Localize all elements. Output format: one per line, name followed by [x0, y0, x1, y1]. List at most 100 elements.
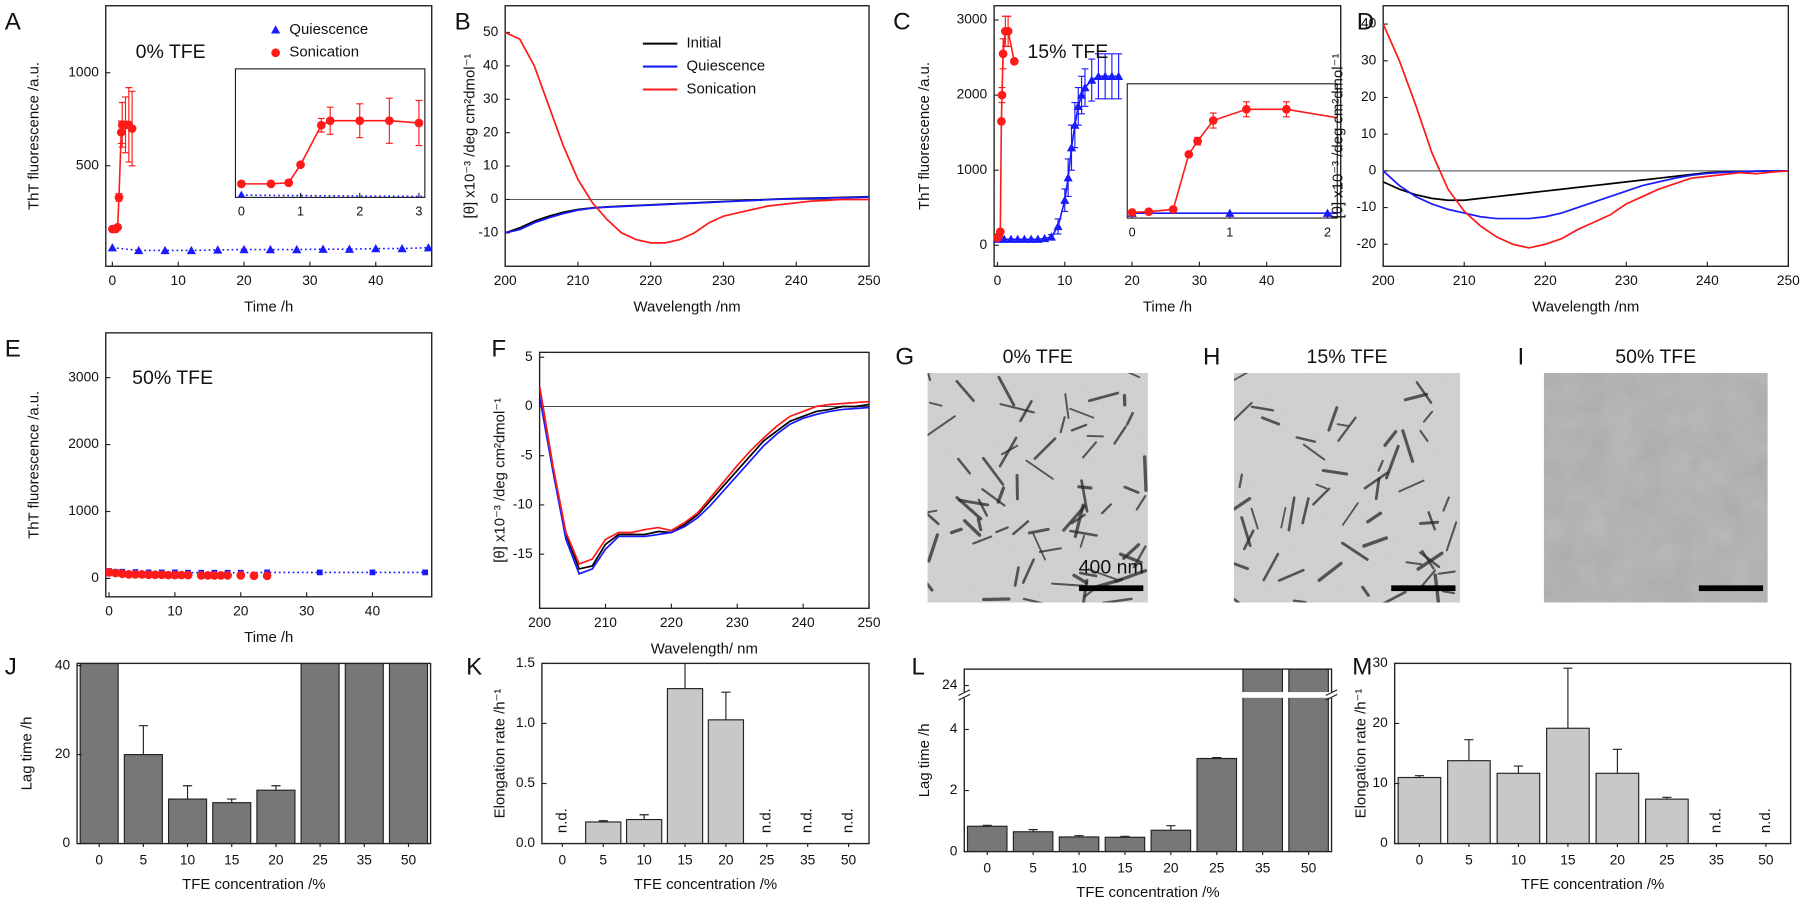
fibril: [1078, 571, 1098, 578]
y-axis-label: ThT fluorescence /a.u.: [26, 391, 43, 539]
y-tick-label: 0.0: [516, 835, 535, 850]
data-point: [1053, 221, 1063, 231]
fibril: [981, 456, 1005, 486]
data-point: [371, 244, 381, 253]
fibril: [1280, 506, 1287, 529]
fibril: [1064, 393, 1070, 420]
bar: [123, 754, 163, 844]
fibril: [1341, 502, 1359, 526]
y-axis-label: ThT fluorescence /a.u.: [916, 62, 933, 210]
y-tick-label: 10: [483, 158, 499, 173]
data-point: [134, 245, 144, 255]
fibril: [1086, 435, 1104, 438]
plot-frame: [504, 5, 870, 267]
bar: [79, 663, 119, 844]
fibril: [1403, 392, 1429, 402]
x-tick-label: 0: [95, 852, 103, 867]
fibril: [927, 533, 940, 563]
data-point: [113, 222, 122, 232]
series-line: [539, 386, 870, 566]
y-axis-label: Lag time /h: [19, 717, 36, 791]
fibril: [1315, 483, 1328, 490]
data-point: [237, 190, 246, 198]
y-tick-label: 1000: [957, 162, 988, 177]
data-point: [1421, 209, 1430, 217]
fibril: [1422, 410, 1434, 423]
data-point: [414, 118, 424, 128]
x-tick-label: 0: [1416, 852, 1424, 867]
fibril: [972, 535, 993, 545]
panel-annotation: 15% TFE: [1027, 41, 1108, 63]
axis-break-mark: [958, 689, 971, 701]
y-tick-label: -10: [478, 225, 498, 240]
y-tick-label: 40: [55, 657, 71, 672]
y-tick-label: 0.5: [516, 775, 535, 790]
x-tick-label: 25: [312, 852, 328, 867]
x-tick-label: 10: [171, 273, 187, 288]
data-point: [170, 570, 180, 580]
data-point: [1040, 233, 1050, 243]
y-tick-label: -5: [520, 447, 533, 462]
fibril: [1069, 407, 1095, 419]
data-point: [1225, 208, 1235, 217]
plot-frame: [541, 662, 870, 845]
x-tick-label: 30: [299, 603, 315, 618]
y-tick-label: 500: [76, 157, 99, 172]
x-axis-label: TFE concentration /%: [182, 876, 325, 893]
data-point: [186, 245, 196, 255]
axis-break: [957, 692, 1339, 698]
data-point: [237, 179, 246, 189]
error-bar: [1166, 825, 1176, 831]
data-point: [163, 570, 173, 580]
data-point: [1114, 71, 1124, 80]
plot-frame: [105, 5, 433, 267]
y-tick-label: 20: [55, 746, 71, 761]
fibril: [1398, 479, 1425, 493]
x-tick-label: 10: [1071, 860, 1087, 875]
data-point: [1100, 71, 1110, 80]
x-tick-label: 230: [1615, 273, 1638, 288]
x-tick-label: 15: [677, 852, 693, 867]
x-tick-label: 10: [180, 852, 196, 867]
y-tick-label: 30: [1372, 655, 1388, 670]
fibril: [1301, 497, 1310, 525]
series: [105, 568, 272, 581]
panel-letter: K: [466, 653, 482, 680]
fibril: [981, 488, 1006, 507]
error-bar: [1563, 667, 1573, 729]
micrograph-title: 0% TFE: [1003, 346, 1073, 368]
inset-frame: [1126, 83, 1338, 219]
y-tick-label: 0: [525, 398, 533, 413]
axis-break-mark: [1325, 689, 1338, 701]
value-label: n.d.: [799, 808, 816, 833]
data-point: [355, 116, 365, 126]
x-tick-label: 40: [368, 273, 384, 288]
x-axis-label: Wavelength /nm: [634, 299, 741, 316]
fibril: [1312, 487, 1331, 506]
fibril: [1019, 400, 1033, 423]
fibril: [1415, 381, 1433, 404]
error-bar: [1612, 748, 1622, 774]
y-tick-label: -15: [513, 546, 533, 561]
bar: [1196, 757, 1238, 852]
y-axis-label: Elongation rate /h⁻¹: [492, 689, 509, 819]
y-tick-label: 3000: [68, 369, 99, 384]
y-tick-label: -10: [1356, 199, 1376, 214]
data-point: [997, 90, 1007, 100]
x-axis-label: Wavelength /nm: [1532, 299, 1639, 316]
x-tick-label: 50: [841, 852, 857, 867]
x-tick-label: 230: [712, 273, 735, 288]
series-line: [1383, 170, 1789, 220]
data-point: [947, 192, 956, 200]
fibril: [1233, 401, 1253, 422]
data-point: [1208, 116, 1218, 125]
bar: [1150, 829, 1192, 852]
x-tick-label: 10: [1057, 273, 1073, 288]
x-tick-label: 15: [1117, 860, 1133, 875]
legend-swatch: [271, 48, 280, 58]
fibril: [928, 401, 943, 407]
y-tick-label: 10: [1361, 126, 1377, 141]
fibril: [1027, 527, 1050, 535]
x-tick-label: 200: [528, 615, 551, 630]
series: [107, 87, 137, 234]
